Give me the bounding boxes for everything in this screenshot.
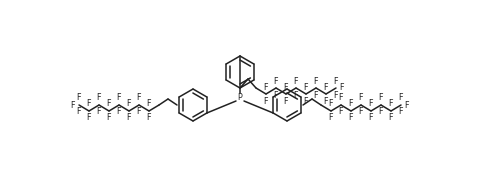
Text: F: F [388,100,393,109]
Text: F: F [398,108,402,117]
Text: F: F [263,97,268,105]
Text: F: F [71,101,75,109]
Text: F: F [117,93,121,102]
Text: F: F [107,113,111,122]
Text: F: F [348,113,352,122]
Text: F: F [127,113,131,122]
Text: F: F [303,82,308,92]
Text: F: F [388,113,393,122]
Text: F: F [348,100,352,109]
Text: F: F [293,90,298,100]
Text: F: F [96,93,101,102]
Text: F: F [338,108,343,117]
Text: F: F [323,97,327,105]
Text: F: F [273,77,277,85]
Text: F: F [333,77,337,85]
Text: F: F [86,113,91,122]
Text: F: F [77,108,81,117]
Text: F: F [263,82,268,92]
Text: F: F [404,101,408,109]
Text: F: F [339,84,344,93]
Text: F: F [328,113,333,122]
Text: F: F [368,113,372,122]
Text: F: F [358,108,362,117]
Text: P: P [237,93,242,101]
Text: F: F [313,90,318,100]
Text: F: F [146,113,151,122]
Text: F: F [283,97,288,105]
Text: F: F [368,100,372,109]
Text: F: F [378,108,383,117]
Text: F: F [86,100,91,109]
Text: F: F [273,90,277,100]
Text: F: F [293,77,298,85]
Text: F: F [117,108,121,117]
Text: F: F [398,93,402,102]
Text: F: F [283,82,288,92]
Text: F: F [378,93,383,102]
Text: F: F [96,108,101,117]
Text: F: F [333,90,337,100]
Text: F: F [338,93,343,102]
Text: F: F [146,100,151,109]
Text: F: F [127,100,131,109]
Text: F: F [77,93,81,102]
Text: F: F [136,93,141,102]
Text: F: F [107,100,111,109]
Text: F: F [323,82,327,92]
Text: F: F [313,77,318,85]
Text: F: F [303,97,308,105]
Text: F: F [328,100,333,109]
Text: F: F [358,93,362,102]
Text: F: F [136,108,141,117]
